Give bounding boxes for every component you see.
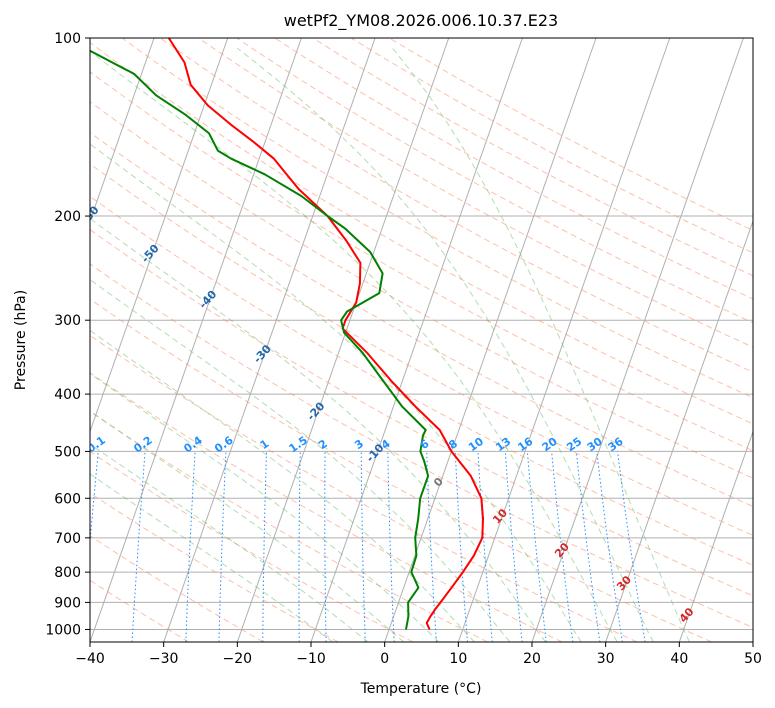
dry-adiabat-line	[90, 101, 753, 479]
dry-adiabat-line	[90, 263, 753, 629]
dry-adiabat-line	[274, 38, 753, 300]
moist-adiabat-line	[90, 217, 546, 642]
dry-adiabat-line	[312, 38, 753, 277]
profile-lines	[90, 38, 484, 630]
moist-adiabat-line	[90, 410, 405, 642]
x-axis-title: Temperature (°C)	[360, 681, 482, 697]
x-tick-label: −30	[149, 651, 179, 667]
isotherm-line	[163, 38, 376, 642]
isotherm-line	[605, 219, 753, 642]
mixing-ratio-line	[526, 451, 547, 642]
dry-adiabat-line	[90, 195, 753, 566]
y-tick-label: 800	[54, 565, 81, 581]
temperature-profile-line	[167, 38, 484, 630]
axes: −40 −30 −20 −10 0 10 20 30 40 50 100 200 300 400 500 60…	[45, 31, 762, 667]
mixing-ratio-line	[596, 451, 623, 642]
y-tick-label: 100	[54, 31, 81, 47]
x-tick-label: −40	[75, 651, 105, 667]
mixing-ratio-line	[551, 451, 574, 642]
moist-adiabat-line	[90, 50, 618, 642]
dry-adiabat-line	[198, 38, 753, 348]
moist-adiabat-line	[90, 473, 334, 642]
dry-adiabat-line	[90, 41, 753, 425]
mixing-ratio-line	[575, 451, 601, 642]
moist-adiabat-line	[90, 443, 369, 642]
chart-title: wetPf2_YM08.2026.006.10.37.E23	[284, 11, 558, 31]
x-tick-label: 20	[523, 651, 541, 667]
x-tick-label: 10	[449, 651, 467, 667]
dry-adiabat-line	[90, 372, 563, 642]
dry-adiabat-line	[90, 71, 753, 452]
moist-adiabat-line	[90, 279, 511, 642]
dry-adiabat-line	[236, 38, 753, 324]
isotherm-line	[384, 38, 597, 642]
dewpoint-profile-line	[90, 49, 430, 630]
y-tick-label: 1000	[45, 622, 81, 638]
y-tick-label: 300	[54, 313, 81, 329]
isotherm-line	[457, 38, 671, 642]
dry-adiabat-line	[160, 38, 753, 373]
isotherm-line	[90, 38, 229, 434]
dry-adiabat-line	[90, 535, 264, 642]
y-tick-label: 200	[54, 209, 81, 225]
isotherm-line	[531, 38, 744, 642]
moist-adiabat-line	[90, 143, 582, 642]
isotherm-line	[90, 38, 155, 223]
dry-adiabat-line	[90, 163, 753, 537]
dry-adiabat-line	[388, 38, 753, 232]
isotherm-line	[678, 430, 753, 642]
y-axis-title: Pressure (hPa)	[13, 290, 29, 390]
dry-adiabat-line	[90, 298, 712, 642]
background-lines	[90, 38, 753, 642]
x-tick-label: 30	[597, 651, 615, 667]
isotherm-line	[236, 38, 450, 642]
y-tick-label: 500	[54, 444, 81, 460]
x-tick-label: 0	[380, 651, 389, 667]
y-tick-label: 700	[54, 531, 81, 547]
mixing-ratio-line	[617, 451, 646, 642]
dry-adiabat-line	[121, 38, 753, 399]
x-tick-label: 40	[670, 651, 688, 667]
x-tick-label: −20	[223, 651, 253, 667]
y-tick-label: 400	[54, 387, 81, 403]
y-tick-label: 900	[54, 595, 81, 611]
dry-adiabat-line	[350, 38, 753, 254]
moist-adiabat-line	[90, 329, 475, 642]
x-tick-label: 50	[744, 651, 762, 667]
plot-frame	[89, 37, 754, 643]
y-tick-label: 600	[54, 491, 81, 507]
dry-adiabat-line	[90, 492, 339, 642]
moist-adiabat-line	[236, 47, 654, 642]
x-tick-label: −10	[296, 651, 326, 667]
isotherm-label: -60	[79, 203, 102, 227]
mixing-ratio-line	[504, 451, 523, 642]
dry-adiabat-line	[90, 131, 753, 508]
isotherm-line	[90, 38, 302, 642]
